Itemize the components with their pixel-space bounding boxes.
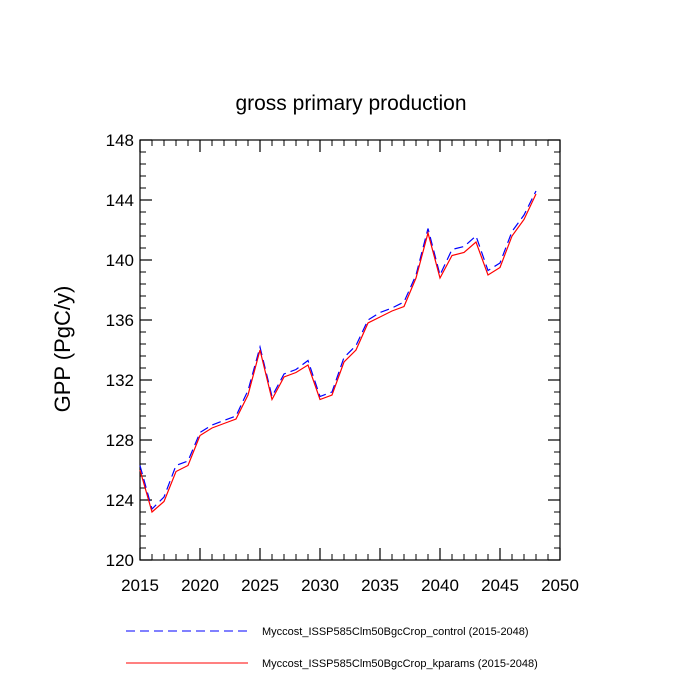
chart-title: gross primary production — [235, 92, 466, 115]
legend-label-control: Myccost_ISSP585Clm50BgcCrop_control (201… — [262, 626, 529, 638]
y-tick-label: 124 — [106, 491, 134, 510]
x-tick-label: 2050 — [541, 576, 579, 595]
x-tick-label: 2015 — [121, 576, 159, 595]
x-tick-label: 2020 — [181, 576, 219, 595]
y-tick-label: 144 — [106, 191, 134, 210]
x-tick-label: 2030 — [301, 576, 339, 595]
legend-label-kparams: Myccost_ISSP585Clm50BgcCrop_kparams (201… — [262, 658, 538, 670]
series-lines — [139, 190, 537, 514]
series-line-control — [139, 190, 537, 511]
series-line-kparams — [139, 193, 537, 514]
y-axis-label: GPP (PgC/y) — [50, 286, 75, 413]
y-tick-label: 120 — [106, 551, 134, 570]
legend: Myccost_ISSP585Clm50BgcCrop_control (201… — [126, 626, 538, 670]
plot-frame — [139, 139, 561, 561]
x-tick-label: 2040 — [421, 576, 459, 595]
axis-tick-labels: 2015 2020 2025 2030 2035 2040 2045 2050 120 124 12… — [106, 131, 579, 595]
y-tick-label: 128 — [106, 431, 134, 450]
y-tick-label: 136 — [106, 311, 134, 330]
x-tick-label: 2025 — [241, 576, 279, 595]
x-tick-label: 2045 — [481, 576, 519, 595]
y-tick-label: 132 — [106, 371, 134, 390]
axis-ticks — [139, 139, 561, 561]
y-tick-label: 140 — [106, 251, 134, 270]
x-tick-label: 2035 — [361, 576, 399, 595]
y-tick-label: 148 — [106, 131, 134, 150]
